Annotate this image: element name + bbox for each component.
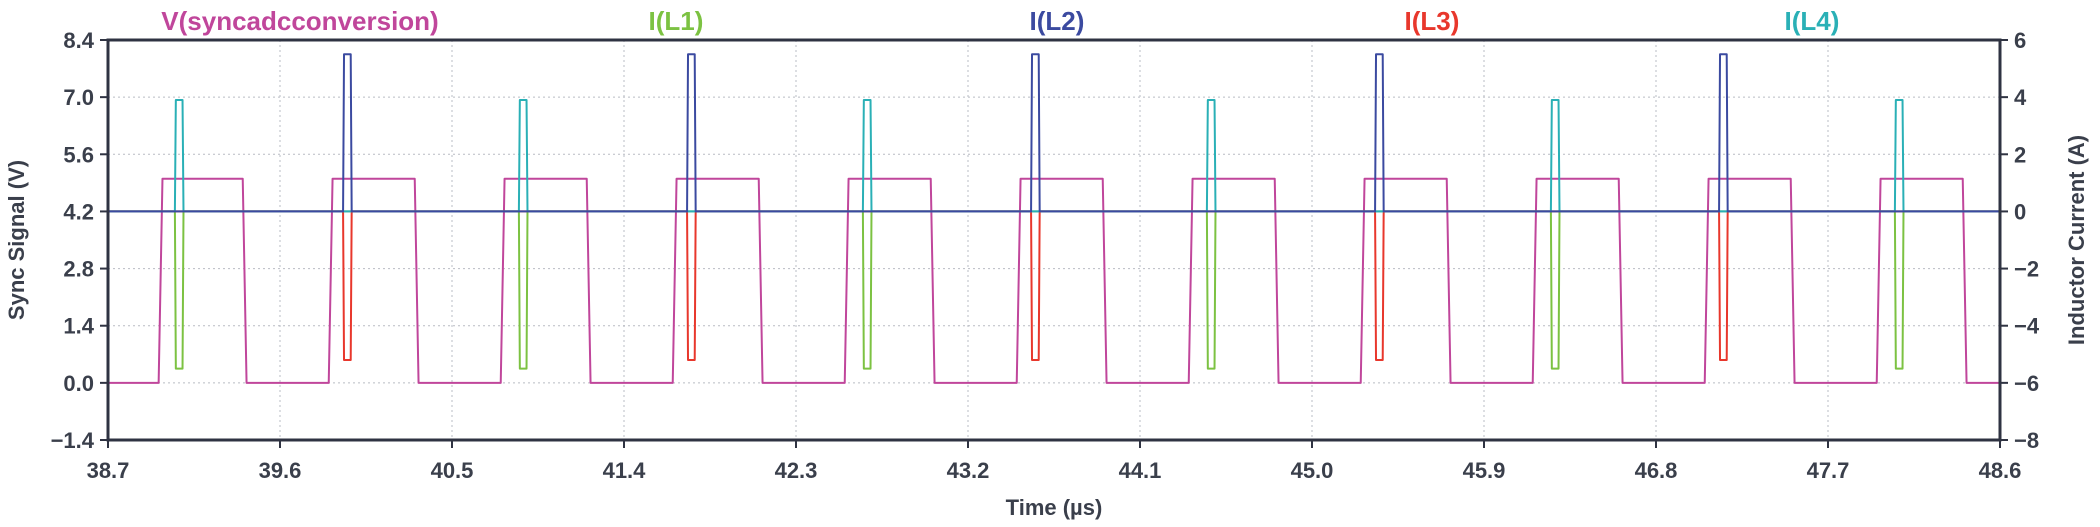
x-tick-label: 45.0 bbox=[1291, 458, 1334, 483]
series-line-1 bbox=[108, 177, 2000, 384]
x-axis: 38.7 39.6 40.5 41.4 42.3 43.2 44.1 45.0 45.9 46.8… bbox=[87, 440, 2022, 483]
x-tick-label: 40.5 bbox=[431, 458, 474, 483]
x-tick-label: 48.6 bbox=[1979, 458, 2022, 483]
series-line-3 bbox=[108, 53, 2000, 213]
y-axis-left-title: Sync Signal (V) bbox=[4, 160, 29, 320]
x-tick-label: 42.3 bbox=[775, 458, 818, 483]
y2-tick-label: −4 bbox=[2014, 314, 2040, 339]
x-tick-label: 45.9 bbox=[1463, 458, 1506, 483]
legend-entry: I(L4) bbox=[1785, 6, 1840, 36]
y2-tick-label: −8 bbox=[2014, 428, 2039, 453]
series-line-4 bbox=[108, 210, 2000, 361]
legend-entry: I(L2) bbox=[1030, 6, 1085, 36]
x-tick-label: 44.1 bbox=[1119, 458, 1162, 483]
x-tick-label: 38.7 bbox=[87, 458, 130, 483]
y-tick-label: 1.4 bbox=[63, 314, 94, 339]
series-line-2 bbox=[108, 210, 2000, 370]
x-tick-label: 46.8 bbox=[1635, 458, 1678, 483]
plot-frame bbox=[106, 38, 2002, 442]
legend: V(syncadcconversion) I(L1) I(L2) I(L3) I(L4) bbox=[161, 6, 1839, 36]
y-tick-label: 5.6 bbox=[63, 142, 94, 167]
x-tick-label: 43.2 bbox=[947, 458, 990, 483]
y-axis-right-title: Inductor Current (A) bbox=[2064, 135, 2089, 345]
y-tick-label: 0.0 bbox=[63, 371, 94, 396]
x-tick-label: 41.4 bbox=[603, 458, 647, 483]
legend-entry: I(L3) bbox=[1405, 6, 1460, 36]
y2-tick-label: 6 bbox=[2014, 28, 2026, 53]
x-tick-label: 47.7 bbox=[1807, 458, 1850, 483]
series-layer bbox=[108, 53, 2000, 384]
x-axis-title: Time (µs) bbox=[1006, 495, 1103, 520]
y-tick-label: 7.0 bbox=[63, 85, 94, 110]
y-tick-label: −1.4 bbox=[51, 428, 95, 453]
y-tick-label: 2.8 bbox=[63, 257, 94, 282]
y2-tick-label: 2 bbox=[2014, 142, 2026, 167]
y-axis-right: −8 −6 −4 −2 0 2 4 6 bbox=[2000, 28, 2040, 453]
legend-entry: V(syncadcconversion) bbox=[161, 6, 438, 36]
legend-entry: I(L1) bbox=[649, 6, 704, 36]
grid bbox=[108, 40, 2000, 440]
y-axis-left: −1.4 0.0 1.4 2.8 4.2 5.6 7.0 8.4 bbox=[51, 28, 108, 453]
y2-tick-label: 0 bbox=[2014, 199, 2026, 224]
y-tick-label: 4.2 bbox=[63, 199, 94, 224]
y2-tick-label: −6 bbox=[2014, 371, 2039, 396]
y2-tick-label: −2 bbox=[2014, 257, 2039, 282]
series-line-5 bbox=[108, 99, 2000, 213]
y2-tick-label: 4 bbox=[2014, 85, 2027, 110]
y-tick-label: 8.4 bbox=[63, 28, 94, 53]
x-tick-label: 39.6 bbox=[259, 458, 302, 483]
